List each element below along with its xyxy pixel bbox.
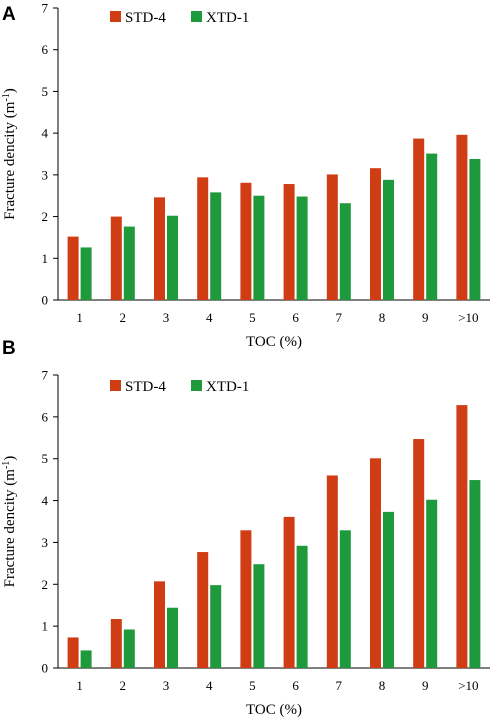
x-tick-label: 3 xyxy=(163,310,170,325)
bar-xtd-1-9 xyxy=(469,480,481,668)
bar-xtd-1-9 xyxy=(469,159,481,300)
panel-a: A 0 1 2 3 4 5 6 7 Fracture dencity (m-1) 1 2 3 4 5 6 7 8 9… xyxy=(1,1,490,350)
bar-std-4-8 xyxy=(413,439,425,668)
bar-std-4-2 xyxy=(154,581,165,668)
bar-std-4-3 xyxy=(197,552,209,668)
x-tick-label: 7 xyxy=(336,678,343,693)
x-tick-label: 7 xyxy=(336,310,343,325)
bar-xtd-1-1 xyxy=(123,629,135,668)
bar-xtd-1-4 xyxy=(253,564,265,668)
y-tick-label: 7 xyxy=(42,1,49,16)
y-tick-label: 3 xyxy=(42,167,49,182)
legend-swatch-std-4 xyxy=(110,380,121,391)
x-tick-label: 8 xyxy=(379,678,386,693)
legend-swatch-xtd-1 xyxy=(191,380,202,391)
y-tick-label: 1 xyxy=(42,619,49,634)
y-axis-title-superscript: -1 xyxy=(1,461,12,469)
bar-xtd-1-1 xyxy=(123,226,135,300)
y-axis-title: Fracture dencity (m-1) xyxy=(1,88,19,220)
bar-std-4-0 xyxy=(67,637,79,668)
y-tick-label: 4 xyxy=(42,493,49,508)
y-tick-label: 5 xyxy=(42,451,49,466)
bar-std-4-0 xyxy=(67,236,79,300)
bar-std-4-7 xyxy=(370,458,381,668)
x-tick-label: 2 xyxy=(120,678,127,693)
panel-label: B xyxy=(2,338,16,359)
bar-xtd-1-5 xyxy=(296,196,308,300)
bar-xtd-1-3 xyxy=(210,192,222,300)
x-tick-label: 6 xyxy=(292,678,299,693)
bar-xtd-1-8 xyxy=(426,499,438,668)
y-tick-label: 0 xyxy=(42,661,49,676)
bar-xtd-1-2 xyxy=(167,215,178,300)
legend-label-xtd-1: XTD-1 xyxy=(206,10,249,26)
bar-xtd-1-7 xyxy=(383,511,394,668)
bar-xtd-1-6 xyxy=(339,530,351,668)
x-tick-label: >10 xyxy=(458,678,478,693)
y-tick-label: 0 xyxy=(42,293,49,308)
bar-xtd-1-4 xyxy=(253,195,265,300)
panel-label: A xyxy=(2,4,16,25)
bar-xtd-1-0 xyxy=(80,650,92,668)
panel-b: B 0 1 2 3 4 5 6 7 Fracture dencity (m-1) 1 2 3 4 5 6 7 8 9… xyxy=(1,338,490,718)
bar-std-4-9 xyxy=(456,134,468,300)
bar-std-4-4 xyxy=(240,182,252,300)
y-tick-label: 6 xyxy=(42,409,49,424)
y-tick-label: 2 xyxy=(42,577,49,592)
legend-swatch-xtd-1 xyxy=(191,11,202,22)
bar-xtd-1-7 xyxy=(383,179,394,300)
bar-std-4-2 xyxy=(154,197,165,300)
y-tick-label: 3 xyxy=(42,535,49,550)
legend-label-xtd-1: XTD-1 xyxy=(206,379,249,395)
y-axis-title: Fracture dencity (m-1) xyxy=(1,456,19,588)
x-tick-label: 9 xyxy=(422,678,429,693)
y-axis-title-close: ) xyxy=(2,456,18,461)
y-tick-label: 7 xyxy=(42,368,49,383)
x-tick-label: 2 xyxy=(120,310,127,325)
y-tick-label: 6 xyxy=(42,42,49,57)
bar-std-4-6 xyxy=(326,475,338,668)
x-tick-label: 6 xyxy=(292,310,299,325)
bar-std-4-6 xyxy=(326,174,338,300)
x-tick-label: 3 xyxy=(163,678,170,693)
bar-xtd-1-3 xyxy=(210,585,222,668)
x-tick-label: 9 xyxy=(422,310,429,325)
x-tick-label: 5 xyxy=(249,678,256,693)
bar-std-4-1 xyxy=(110,619,122,668)
bar-xtd-1-6 xyxy=(339,203,351,300)
bar-std-4-7 xyxy=(370,168,381,300)
y-axis-title-text: Fracture dencity (m xyxy=(2,469,18,588)
legend-label-std-4: STD-4 xyxy=(125,10,166,26)
x-tick-label: 1 xyxy=(76,310,83,325)
bar-std-4-5 xyxy=(283,516,295,668)
y-tick-label: 2 xyxy=(42,209,49,224)
bar-std-4-5 xyxy=(283,184,295,300)
bar-std-4-4 xyxy=(240,530,252,668)
y-tick-label: 1 xyxy=(42,251,49,266)
legend-label-std-4: STD-4 xyxy=(125,379,166,395)
bar-std-4-8 xyxy=(413,138,425,300)
bar-xtd-1-2 xyxy=(167,607,178,668)
x-tick-label: 8 xyxy=(379,310,386,325)
bar-std-4-3 xyxy=(197,177,209,300)
y-axis-title-close: ) xyxy=(2,88,18,93)
bar-std-4-9 xyxy=(456,405,468,668)
bar-xtd-1-5 xyxy=(296,545,308,668)
y-axis-title-superscript: -1 xyxy=(1,93,12,101)
y-tick-label: 5 xyxy=(42,84,49,99)
bar-std-4-1 xyxy=(110,216,122,300)
x-axis-title: TOC (%) xyxy=(246,702,302,718)
x-tick-label: 5 xyxy=(249,310,256,325)
x-axis-title: TOC (%) xyxy=(246,334,302,350)
bar-xtd-1-8 xyxy=(426,153,438,300)
bar-xtd-1-0 xyxy=(80,247,92,300)
x-tick-label: 1 xyxy=(76,678,83,693)
x-tick-label: >10 xyxy=(458,310,478,325)
x-tick-label: 4 xyxy=(206,678,213,693)
y-tick-label: 4 xyxy=(42,126,49,141)
x-tick-label: 4 xyxy=(206,310,213,325)
legend-swatch-std-4 xyxy=(110,11,121,22)
y-axis-title-text: Fracture dencity (m xyxy=(2,101,18,220)
